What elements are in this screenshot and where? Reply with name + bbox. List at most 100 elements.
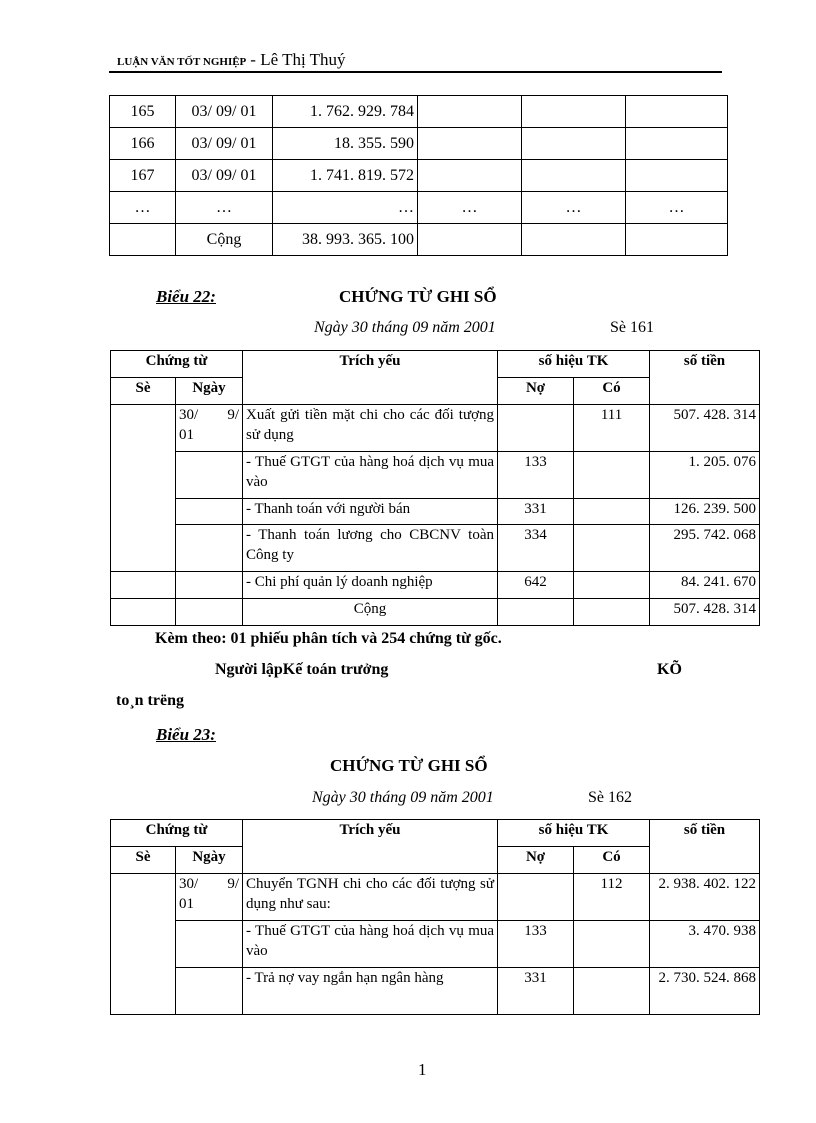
voucher-table-162: Chứng từ Trích yếu số hiệu TK số tiền Sè Ngà… <box>109 819 761 1015</box>
table-row: 165 03/ 09/ 01 1. 762. 929. 784 <box>109 95 728 128</box>
amount-cell: 507. 428. 314 <box>649 404 761 452</box>
debit-account-cell: 331 <box>497 967 575 1015</box>
credit-account-cell <box>573 524 651 572</box>
form-label: Biểu 23: <box>156 725 216 744</box>
col-ngay: Ngày <box>174 377 244 405</box>
table-cell: 03/ 09/ 01 <box>175 127 273 160</box>
table-row: 30/ 9/ 01 Xuất gửi tiền mặt chi cho các đ… <box>110 404 761 572</box>
se-cell <box>110 404 176 572</box>
se-cell <box>110 598 176 626</box>
description-cell: - Thuế GTGT của hàng hoá dịch vụ mua vào <box>242 920 499 968</box>
credit-account-cell <box>573 598 651 626</box>
form-date: Ngày 30 tháng 09 năm 2001 <box>314 319 496 336</box>
col-co: Có <box>573 377 651 405</box>
header-rule <box>109 71 722 73</box>
table-cell: … <box>109 191 176 224</box>
table-cell: 03/ 09/ 01 <box>175 159 273 192</box>
amount-cell: 3. 470. 938 <box>649 920 761 968</box>
description-cell: - Chi phí quản lý doanh nghiệp <box>242 571 499 599</box>
credit-account-cell <box>573 451 651 499</box>
table-cell <box>625 127 728 160</box>
credit-account-cell <box>573 967 651 1015</box>
table-cell <box>625 95 728 128</box>
table-row: 167 03/ 09/ 01 1. 741. 819. 572 <box>109 159 728 192</box>
table-cell <box>417 127 522 160</box>
table-cell: Cộng <box>175 223 273 256</box>
table-cell: 165 <box>109 95 176 128</box>
debit-account-cell <box>497 598 575 626</box>
author: - Lê Thị Thuý <box>250 50 346 69</box>
table-row: 30/ 9/ 01 Chuyển TGNH chi cho các đối tượ… <box>110 873 761 1015</box>
table-cell <box>521 95 626 128</box>
credit-account-cell <box>573 920 651 968</box>
table-cell <box>625 223 728 256</box>
description-cell: - Thanh toán với người bán <box>242 498 499 525</box>
amount-cell: 2. 938. 402. 122 <box>649 873 761 921</box>
summary-table: 165 03/ 09/ 01 1. 762. 929. 784 166 03/ 09/ … <box>109 95 728 256</box>
description-cell: Xuất gửi tiền mặt chi cho các đối tượng … <box>242 404 499 452</box>
col-chung-tu: Chứng từ <box>109 350 244 378</box>
total-amount: 507. 428. 314 <box>649 598 761 626</box>
ngay-cell <box>174 451 244 499</box>
amount-cell: 1. 205. 076 <box>649 451 761 499</box>
table-cell <box>521 127 626 160</box>
col-so-tien: số tiền <box>649 819 761 874</box>
col-chung-tu: Chứng từ <box>109 819 244 847</box>
description-cell: - Thanh toán lương cho CBCNV toàn Công t… <box>242 524 499 572</box>
table-cell <box>521 159 626 192</box>
table-cell: … <box>521 191 626 224</box>
signer-3-part2: to¸n tr­ëng <box>116 692 184 709</box>
ngay-cell <box>174 967 244 1015</box>
debit-account-cell <box>497 873 575 921</box>
form-title: CHỨNG TỪ GHI SỔ <box>330 756 488 775</box>
total-row: Cộng 507. 428. 314 <box>110 598 761 626</box>
form-date: Ngày 30 tháng 09 năm 2001 <box>312 789 494 806</box>
table-cell: … <box>625 191 728 224</box>
table-cell: 1. 741. 819. 572 <box>272 159 418 192</box>
ngay-cell <box>174 571 244 599</box>
col-trich-yeu: Trích yếu <box>242 350 499 405</box>
col-no: Nợ <box>497 377 575 405</box>
amount-cell: 84. 241. 670 <box>649 571 761 599</box>
col-so-tien: số tiền <box>649 350 761 405</box>
total-label: Cộng <box>242 598 499 626</box>
debit-account-cell <box>497 404 575 452</box>
ngay-cell <box>174 524 244 572</box>
credit-account-cell <box>573 571 651 599</box>
col-so-hieu-tk: số hiệu TK <box>497 819 651 847</box>
debit-account-cell: 334 <box>497 524 575 572</box>
table-cell <box>417 159 522 192</box>
table-cell <box>417 223 522 256</box>
col-se: Sè <box>110 377 176 405</box>
col-so-hieu-tk: số hiệu TK <box>497 350 651 378</box>
amount-cell: 126. 239. 500 <box>649 498 761 525</box>
ngay-cell: 30/ 9/ 01 <box>174 404 244 452</box>
debit-account-cell: 133 <box>497 920 575 968</box>
table-cell: 03/ 09/ 01 <box>175 95 273 128</box>
debit-account-cell: 133 <box>497 451 575 499</box>
col-no: Nợ <box>497 846 575 874</box>
running-header: LUẬN VĂN TỐT NGHIỆP - Lê Thị Thuý <box>117 50 346 70</box>
se-cell <box>110 873 176 1015</box>
table-row: Cộng 38. 993. 365. 100 <box>109 223 728 256</box>
table-row: ……………… <box>109 191 728 224</box>
form-title: CHỨNG TỪ GHI SỔ <box>339 287 497 306</box>
table-cell: 167 <box>109 159 176 192</box>
table-row: - Trả nợ vay ngắn hạn ngân hàng 331 2. 730… <box>111 967 761 1015</box>
table-cell <box>109 223 176 256</box>
description-cell: - Thuế GTGT của hàng hoá dịch vụ mua vào <box>242 451 499 499</box>
signer-3-part1: KÕ <box>657 661 682 678</box>
page-number: 1 <box>418 1060 427 1079</box>
table-row: - Thuế GTGT của hàng hoá dịch vụ mua vào… <box>111 920 761 968</box>
table-row: - Thuế GTGT của hàng hoá dịch vụ mua vào… <box>111 451 761 499</box>
table-cell: … <box>272 191 418 224</box>
table-cell: 166 <box>109 127 176 160</box>
table-cell: … <box>175 191 273 224</box>
se-cell <box>110 571 176 599</box>
table-cell: … <box>417 191 522 224</box>
table-cell: 18. 355. 590 <box>272 127 418 160</box>
table-cell: 1. 762. 929. 784 <box>272 95 418 128</box>
ngay-cell: 30/ 9/ 01 <box>174 873 244 921</box>
description-cell: - Trả nợ vay ngắn hạn ngân hàng <box>242 967 499 1015</box>
